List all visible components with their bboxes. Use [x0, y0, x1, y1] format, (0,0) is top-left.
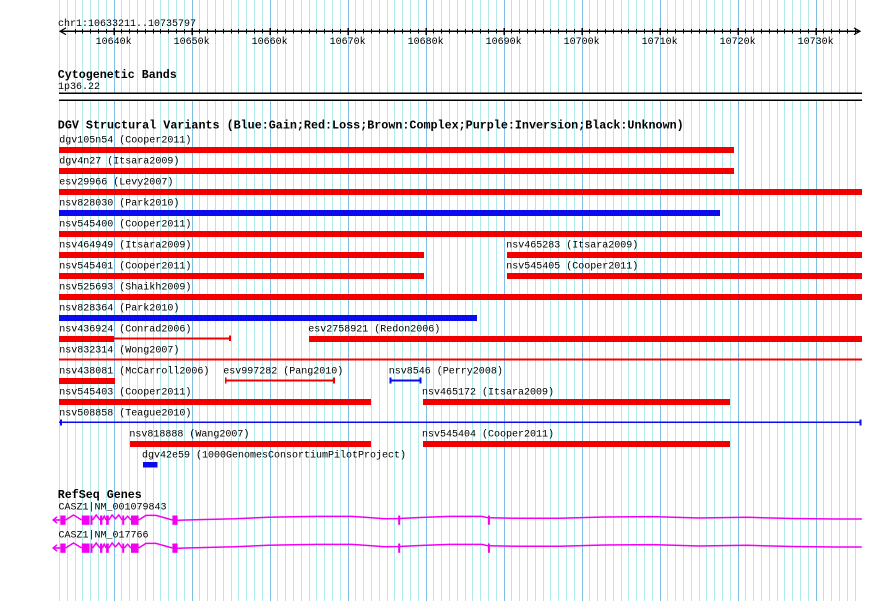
svg-text:esv29966 (Levy2007): esv29966 (Levy2007)	[59, 176, 173, 188]
svg-text:dgv4n27 (Itsara2009): dgv4n27 (Itsara2009)	[59, 155, 179, 167]
svg-text:CASZ1|NM_017766: CASZ1|NM_017766	[59, 529, 149, 541]
svg-text:10720k: 10720k	[720, 36, 756, 48]
svg-text:nsv545401 (Cooper2011): nsv545401 (Cooper2011)	[59, 260, 191, 272]
svg-text:10640k: 10640k	[96, 36, 132, 48]
svg-text:CASZ1|NM_001079843: CASZ1|NM_001079843	[59, 501, 167, 513]
svg-text:10660k: 10660k	[252, 36, 288, 48]
svg-text:nsv464949 (Itsara2009): nsv464949 (Itsara2009)	[59, 239, 191, 251]
svg-text:nsv818888 (Wang2007): nsv818888 (Wang2007)	[129, 428, 249, 440]
svg-text:nsv436924 (Conrad2006): nsv436924 (Conrad2006)	[59, 323, 191, 335]
svg-text:10710k: 10710k	[642, 36, 678, 48]
svg-text:10650k: 10650k	[174, 36, 210, 48]
svg-text:Cytogenetic Bands: Cytogenetic Bands	[58, 68, 177, 82]
svg-text:nsv545400 (Cooper2011): nsv545400 (Cooper2011)	[59, 218, 191, 230]
svg-text:nsv525693 (Shaikh2009): nsv525693 (Shaikh2009)	[59, 281, 191, 293]
svg-text:chr1:10633211..10735797: chr1:10633211..10735797	[58, 18, 196, 30]
svg-text:esv2758921 (Redon2006): esv2758921 (Redon2006)	[308, 323, 440, 335]
svg-text:nsv545404 (Cooper2011): nsv545404 (Cooper2011)	[422, 428, 554, 440]
svg-text:nsv828364 (Park2010): nsv828364 (Park2010)	[59, 302, 179, 314]
svg-text:nsv508858 (Teague2010): nsv508858 (Teague2010)	[59, 407, 191, 419]
svg-text:10670k: 10670k	[330, 36, 366, 48]
svg-text:nsv545403 (Cooper2011): nsv545403 (Cooper2011)	[59, 386, 191, 398]
svg-text:RefSeq Genes: RefSeq Genes	[58, 488, 142, 502]
svg-text:esv997282 (Pang2010): esv997282 (Pang2010)	[223, 365, 343, 377]
svg-text:dgv42e59 (1000GenomesConsortiu: dgv42e59 (1000GenomesConsortiumPilotProj…	[142, 449, 406, 461]
svg-text:nsv465283 (Itsara2009): nsv465283 (Itsara2009)	[506, 239, 638, 251]
svg-text:10690k: 10690k	[486, 36, 522, 48]
svg-text:DGV Structural Variants (Blue:: DGV Structural Variants (Blue:Gain;Red:L…	[58, 119, 684, 133]
svg-text:1p36.22: 1p36.22	[58, 82, 100, 93]
svg-text:nsv8546 (Perry2008): nsv8546 (Perry2008)	[389, 365, 503, 377]
svg-text:nsv438081 (McCarroll2006): nsv438081 (McCarroll2006)	[59, 365, 209, 377]
svg-text:nsv832314 (Wong2007): nsv832314 (Wong2007)	[59, 344, 179, 356]
svg-text:nsv545405 (Cooper2011): nsv545405 (Cooper2011)	[506, 260, 638, 272]
svg-text:10680k: 10680k	[408, 36, 444, 48]
svg-text:nsv828030 (Park2010): nsv828030 (Park2010)	[59, 197, 179, 209]
svg-text:10700k: 10700k	[564, 36, 600, 48]
svg-text:10730k: 10730k	[798, 36, 834, 48]
svg-text:dgv105n54 (Cooper2011): dgv105n54 (Cooper2011)	[59, 134, 191, 146]
svg-text:nsv465172 (Itsara2009): nsv465172 (Itsara2009)	[422, 386, 554, 398]
